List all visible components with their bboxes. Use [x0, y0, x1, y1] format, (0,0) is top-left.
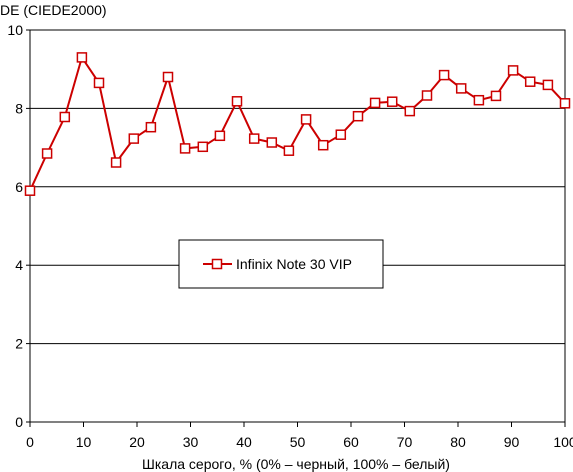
plot-area-border — [29, 29, 566, 423]
data-point — [352, 110, 364, 122]
data-point — [283, 145, 295, 156]
series-line-0 — [29, 56, 566, 192]
data-point — [455, 83, 467, 94]
x-tick-label-40: 40 — [236, 434, 252, 450]
y-tick-label-6: 6 — [15, 179, 23, 195]
y-tick-label-0: 0 — [15, 414, 23, 430]
x-tick-label-60: 60 — [343, 434, 359, 450]
x-tick-label-100: 100 — [553, 434, 573, 450]
series-layer — [24, 52, 571, 196]
data-point — [438, 69, 450, 81]
x-tick-label-0: 0 — [26, 434, 34, 450]
data-point — [145, 121, 157, 133]
y-tick-label-8: 8 — [15, 100, 23, 116]
x-tick-label-20: 20 — [129, 434, 145, 450]
x-tick-label-70: 70 — [397, 434, 413, 450]
y-tick-label-2: 2 — [15, 336, 23, 352]
x-tick-label-90: 90 — [504, 434, 520, 450]
data-point — [128, 133, 140, 144]
data-point — [524, 76, 536, 87]
data-point — [317, 139, 329, 151]
data-point — [507, 65, 519, 76]
data-point — [404, 105, 416, 117]
tick-labels: 0 10 20 30 40 50 60 70 80 90 100 0 2 4 6 8 10 — [7, 22, 573, 450]
data-point — [266, 137, 278, 148]
legend-label: Infinix Note 30 VIP — [236, 256, 352, 272]
data-point — [76, 52, 88, 63]
data-point — [335, 129, 347, 140]
y-axis-title: DE (CIEDE2000) — [0, 2, 107, 18]
x-axis-title: Шкала серого, % (0% – черный, 100% – бел… — [142, 456, 450, 472]
x-tick-label-10: 10 — [76, 434, 92, 450]
data-point — [386, 96, 398, 107]
data-point — [473, 94, 485, 106]
x-tick-label-80: 80 — [450, 434, 466, 450]
grid-lines — [30, 107, 565, 345]
data-point — [369, 97, 381, 109]
x-tick-label-30: 30 — [183, 434, 199, 450]
data-point — [421, 90, 433, 101]
plot-frame — [29, 29, 566, 423]
data-point — [559, 98, 571, 109]
data-point — [179, 143, 191, 154]
data-point — [24, 185, 36, 196]
y-tick-label-10: 10 — [7, 22, 23, 38]
data-point — [110, 157, 122, 168]
data-point — [248, 133, 260, 144]
data-point — [41, 148, 53, 159]
data-point — [162, 71, 174, 83]
data-point — [231, 96, 243, 107]
legend: Infinix Note 30 VIP — [178, 239, 384, 289]
data-point — [197, 141, 209, 153]
data-point — [214, 130, 226, 142]
x-tick-label-50: 50 — [290, 434, 306, 450]
data-point — [542, 79, 554, 91]
data-point — [93, 77, 105, 89]
legend-marker — [211, 258, 223, 270]
data-point — [59, 111, 71, 123]
data-point — [300, 114, 312, 125]
y-tick-label-4: 4 — [15, 257, 23, 273]
data-point — [490, 90, 502, 102]
